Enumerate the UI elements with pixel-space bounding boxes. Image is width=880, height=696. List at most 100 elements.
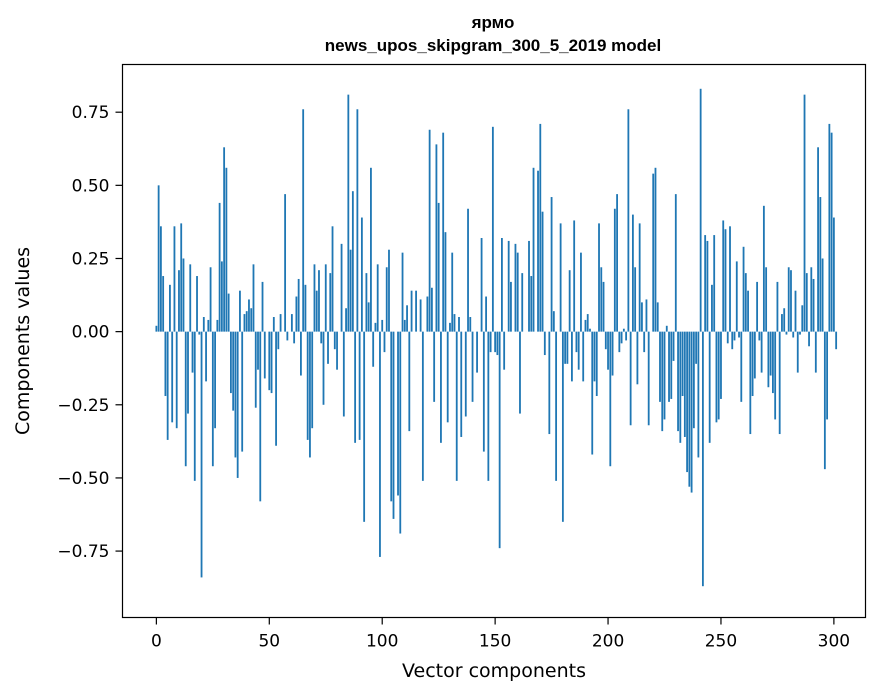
bar-26	[214, 331, 216, 429]
bar-171	[541, 211, 544, 332]
bar-131	[451, 252, 454, 332]
bar-39	[243, 314, 246, 332]
bar-50	[268, 331, 271, 391]
bar-252	[724, 229, 727, 332]
bar-45	[257, 331, 259, 370]
bar-3	[162, 276, 165, 332]
bar-181	[564, 331, 567, 364]
bars-group	[155, 88, 838, 587]
bar-271	[767, 331, 770, 388]
bar-231	[677, 331, 679, 432]
title-group: ярмо news_upos_skipgram_300_5_2019 model	[325, 13, 661, 55]
bar-53	[275, 331, 277, 446]
bar-78	[331, 226, 334, 332]
bar-298	[828, 123, 831, 332]
bar-222	[656, 302, 659, 332]
bar-46	[259, 331, 262, 502]
bar-55	[279, 314, 282, 332]
bar-257	[735, 261, 738, 332]
bar-248	[715, 331, 718, 423]
bar-146	[485, 296, 487, 332]
bar-194	[593, 331, 596, 382]
bar-230	[674, 194, 677, 332]
bar-242	[701, 331, 704, 587]
bar-221	[654, 167, 657, 332]
bar-151	[496, 331, 499, 356]
y-tick-label: 0.75	[72, 103, 110, 123]
bar-110	[403, 319, 406, 332]
bar-258	[738, 331, 740, 338]
bar-287	[803, 94, 806, 332]
bar-210	[629, 331, 632, 426]
bar-102	[385, 267, 388, 332]
bar-224	[661, 331, 664, 432]
bar-175	[550, 197, 553, 332]
bar-201	[609, 331, 612, 467]
bar-36	[236, 331, 239, 478]
bar-73	[320, 331, 323, 344]
bar-153	[501, 238, 503, 332]
bar-174	[548, 331, 551, 435]
bar-132	[453, 314, 456, 332]
x-axis: 0 50 100 150 200 250 300	[151, 617, 850, 652]
bar-89	[356, 109, 359, 332]
bar-195	[595, 331, 598, 397]
bar-43	[252, 264, 255, 332]
bar-256	[733, 331, 736, 341]
bar-268	[760, 331, 763, 373]
bar-296	[823, 331, 826, 470]
bar-5	[166, 331, 169, 440]
bar-301	[835, 331, 838, 350]
bar-29	[220, 261, 223, 332]
bar-95	[370, 167, 372, 332]
bar-182	[566, 331, 569, 364]
bar-66	[304, 284, 307, 332]
bar-99	[379, 331, 381, 557]
bar-105	[392, 331, 395, 519]
bar-122	[430, 287, 433, 332]
bar-199	[604, 331, 607, 350]
bar-244	[706, 240, 709, 332]
x-axis-label: Vector components	[402, 660, 586, 682]
bar-1	[157, 185, 160, 332]
bar-239	[695, 331, 698, 364]
bar-288	[805, 273, 808, 332]
bar-285	[799, 331, 801, 335]
bar-196	[598, 223, 600, 332]
bar-17	[193, 331, 196, 481]
bar-284	[796, 331, 799, 373]
bar-241	[699, 88, 702, 332]
bar-147	[487, 331, 490, 481]
bar-240	[697, 331, 700, 458]
bar-264	[751, 331, 754, 397]
bar-90	[358, 331, 361, 440]
bar-291	[812, 278, 815, 332]
bar-18	[196, 276, 198, 332]
bar-297	[826, 331, 829, 420]
bar-68	[309, 331, 311, 458]
bar-118	[421, 331, 424, 481]
bar-22	[205, 331, 207, 382]
bar-218	[647, 331, 650, 426]
bar-191	[586, 314, 589, 332]
x-tick-label: 50	[258, 632, 280, 652]
bar-293	[817, 147, 819, 332]
plot-frame	[121, 63, 867, 619]
bar-250	[720, 331, 722, 399]
y-tick-label: 0.25	[72, 249, 110, 269]
bar-266	[756, 281, 759, 332]
bar-58	[286, 331, 289, 341]
bar-75	[324, 264, 327, 332]
bar-40	[245, 311, 248, 332]
bar-52	[272, 317, 275, 332]
bar-38	[241, 331, 244, 452]
bar-226	[665, 325, 668, 332]
bar-83	[342, 331, 345, 417]
chart-title: ярмо	[471, 13, 515, 32]
bar-282	[792, 331, 795, 338]
bar-295	[821, 258, 824, 332]
bar-130	[449, 322, 451, 332]
chart-subtitle: news_upos_skipgram_300_5_2019 model	[325, 36, 661, 55]
bar-86	[349, 249, 352, 332]
bar-185	[573, 220, 576, 332]
